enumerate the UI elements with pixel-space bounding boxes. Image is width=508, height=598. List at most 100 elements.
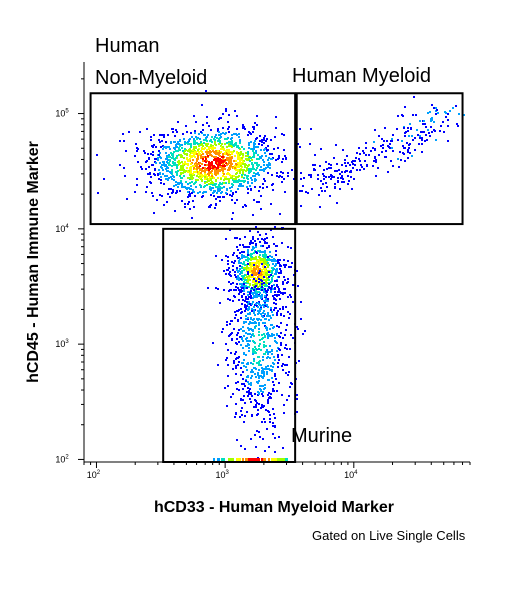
event-dot xyxy=(225,343,227,345)
event-dot xyxy=(245,282,247,284)
event-dot xyxy=(200,141,202,143)
event-dot xyxy=(407,130,409,132)
event-dot xyxy=(177,186,179,188)
event-dot xyxy=(259,140,261,142)
event-dot xyxy=(276,342,278,344)
event-dot xyxy=(239,258,241,260)
event-dot xyxy=(255,150,257,152)
event-dot xyxy=(182,133,184,135)
event-dot xyxy=(285,158,287,160)
event-dot xyxy=(251,148,253,150)
event-dot xyxy=(270,309,272,311)
event-dot xyxy=(230,190,232,192)
event-dot xyxy=(206,169,208,171)
event-dot xyxy=(264,336,266,338)
event-dot xyxy=(282,363,284,365)
event-dot xyxy=(214,173,216,175)
event-dot xyxy=(409,123,411,125)
event-dot xyxy=(250,438,252,440)
event-dot xyxy=(251,303,253,305)
event-dot xyxy=(215,150,217,152)
event-dot xyxy=(195,162,197,164)
event-dot xyxy=(278,348,280,350)
event-dot xyxy=(248,347,250,349)
event-dot xyxy=(184,203,186,205)
event-dot xyxy=(254,286,256,288)
event-dot xyxy=(220,159,222,161)
event-dot xyxy=(251,159,253,161)
event-dot xyxy=(435,113,437,115)
event-dot xyxy=(207,134,209,136)
event-dot xyxy=(208,161,210,163)
event-dot xyxy=(228,273,230,275)
event-dot xyxy=(201,169,203,171)
event-dot xyxy=(242,378,244,380)
x-tick-label: 104 xyxy=(344,470,358,480)
event-dot xyxy=(206,149,208,151)
event-dot xyxy=(259,241,261,243)
event-dot xyxy=(232,300,234,302)
event-dot xyxy=(276,312,278,314)
event-dot xyxy=(241,146,243,148)
event-dot xyxy=(263,276,265,278)
event-dot xyxy=(243,267,245,269)
gate-label-human-myeloid: Human Myeloid xyxy=(292,65,431,87)
event-dot xyxy=(159,162,161,164)
event-dot xyxy=(232,368,234,370)
event-dot xyxy=(253,264,255,266)
event-dot xyxy=(258,143,260,145)
event-dot xyxy=(430,118,432,120)
event-dot xyxy=(195,179,197,181)
event-dot xyxy=(235,143,237,145)
event-dot xyxy=(212,342,214,344)
event-dot xyxy=(246,340,248,342)
event-dot xyxy=(239,458,241,461)
event-dot xyxy=(263,353,265,355)
event-dot xyxy=(231,183,233,185)
event-dot xyxy=(155,146,157,148)
event-dot xyxy=(265,167,267,169)
event-dot xyxy=(259,285,261,287)
event-dot xyxy=(180,167,182,169)
event-dot xyxy=(270,317,272,319)
event-dot xyxy=(219,302,221,304)
event-dot xyxy=(249,283,251,285)
event-dot xyxy=(264,288,266,290)
event-dot xyxy=(263,139,265,141)
event-dot xyxy=(298,360,300,362)
event-dot xyxy=(259,310,261,312)
event-dot xyxy=(262,395,264,397)
event-dot xyxy=(171,154,173,156)
event-dot xyxy=(226,405,228,407)
event-dot xyxy=(372,147,374,149)
event-dot xyxy=(218,152,220,154)
event-dot xyxy=(337,177,339,179)
event-dot xyxy=(207,155,209,157)
event-dot xyxy=(320,148,322,150)
event-dot xyxy=(289,294,291,296)
event-dot xyxy=(224,143,226,145)
event-dot xyxy=(195,146,197,148)
event-dot xyxy=(290,266,292,268)
event-dot xyxy=(271,158,273,160)
event-dot xyxy=(264,303,266,305)
event-dot xyxy=(277,259,279,261)
event-dot xyxy=(277,458,279,461)
event-dot xyxy=(247,376,249,378)
event-dot xyxy=(275,159,277,161)
event-dot xyxy=(205,158,207,160)
event-dot xyxy=(334,170,336,172)
event-dot xyxy=(241,176,243,178)
event-dot xyxy=(256,162,258,164)
event-dot xyxy=(246,276,248,278)
event-dot xyxy=(141,168,143,170)
event-dot xyxy=(277,310,279,312)
event-dot xyxy=(254,175,256,177)
event-dot xyxy=(237,364,239,366)
event-dot xyxy=(192,159,194,161)
event-dot xyxy=(284,334,286,336)
event-dot xyxy=(216,137,218,139)
event-dot xyxy=(233,160,235,162)
event-dot xyxy=(263,368,265,370)
